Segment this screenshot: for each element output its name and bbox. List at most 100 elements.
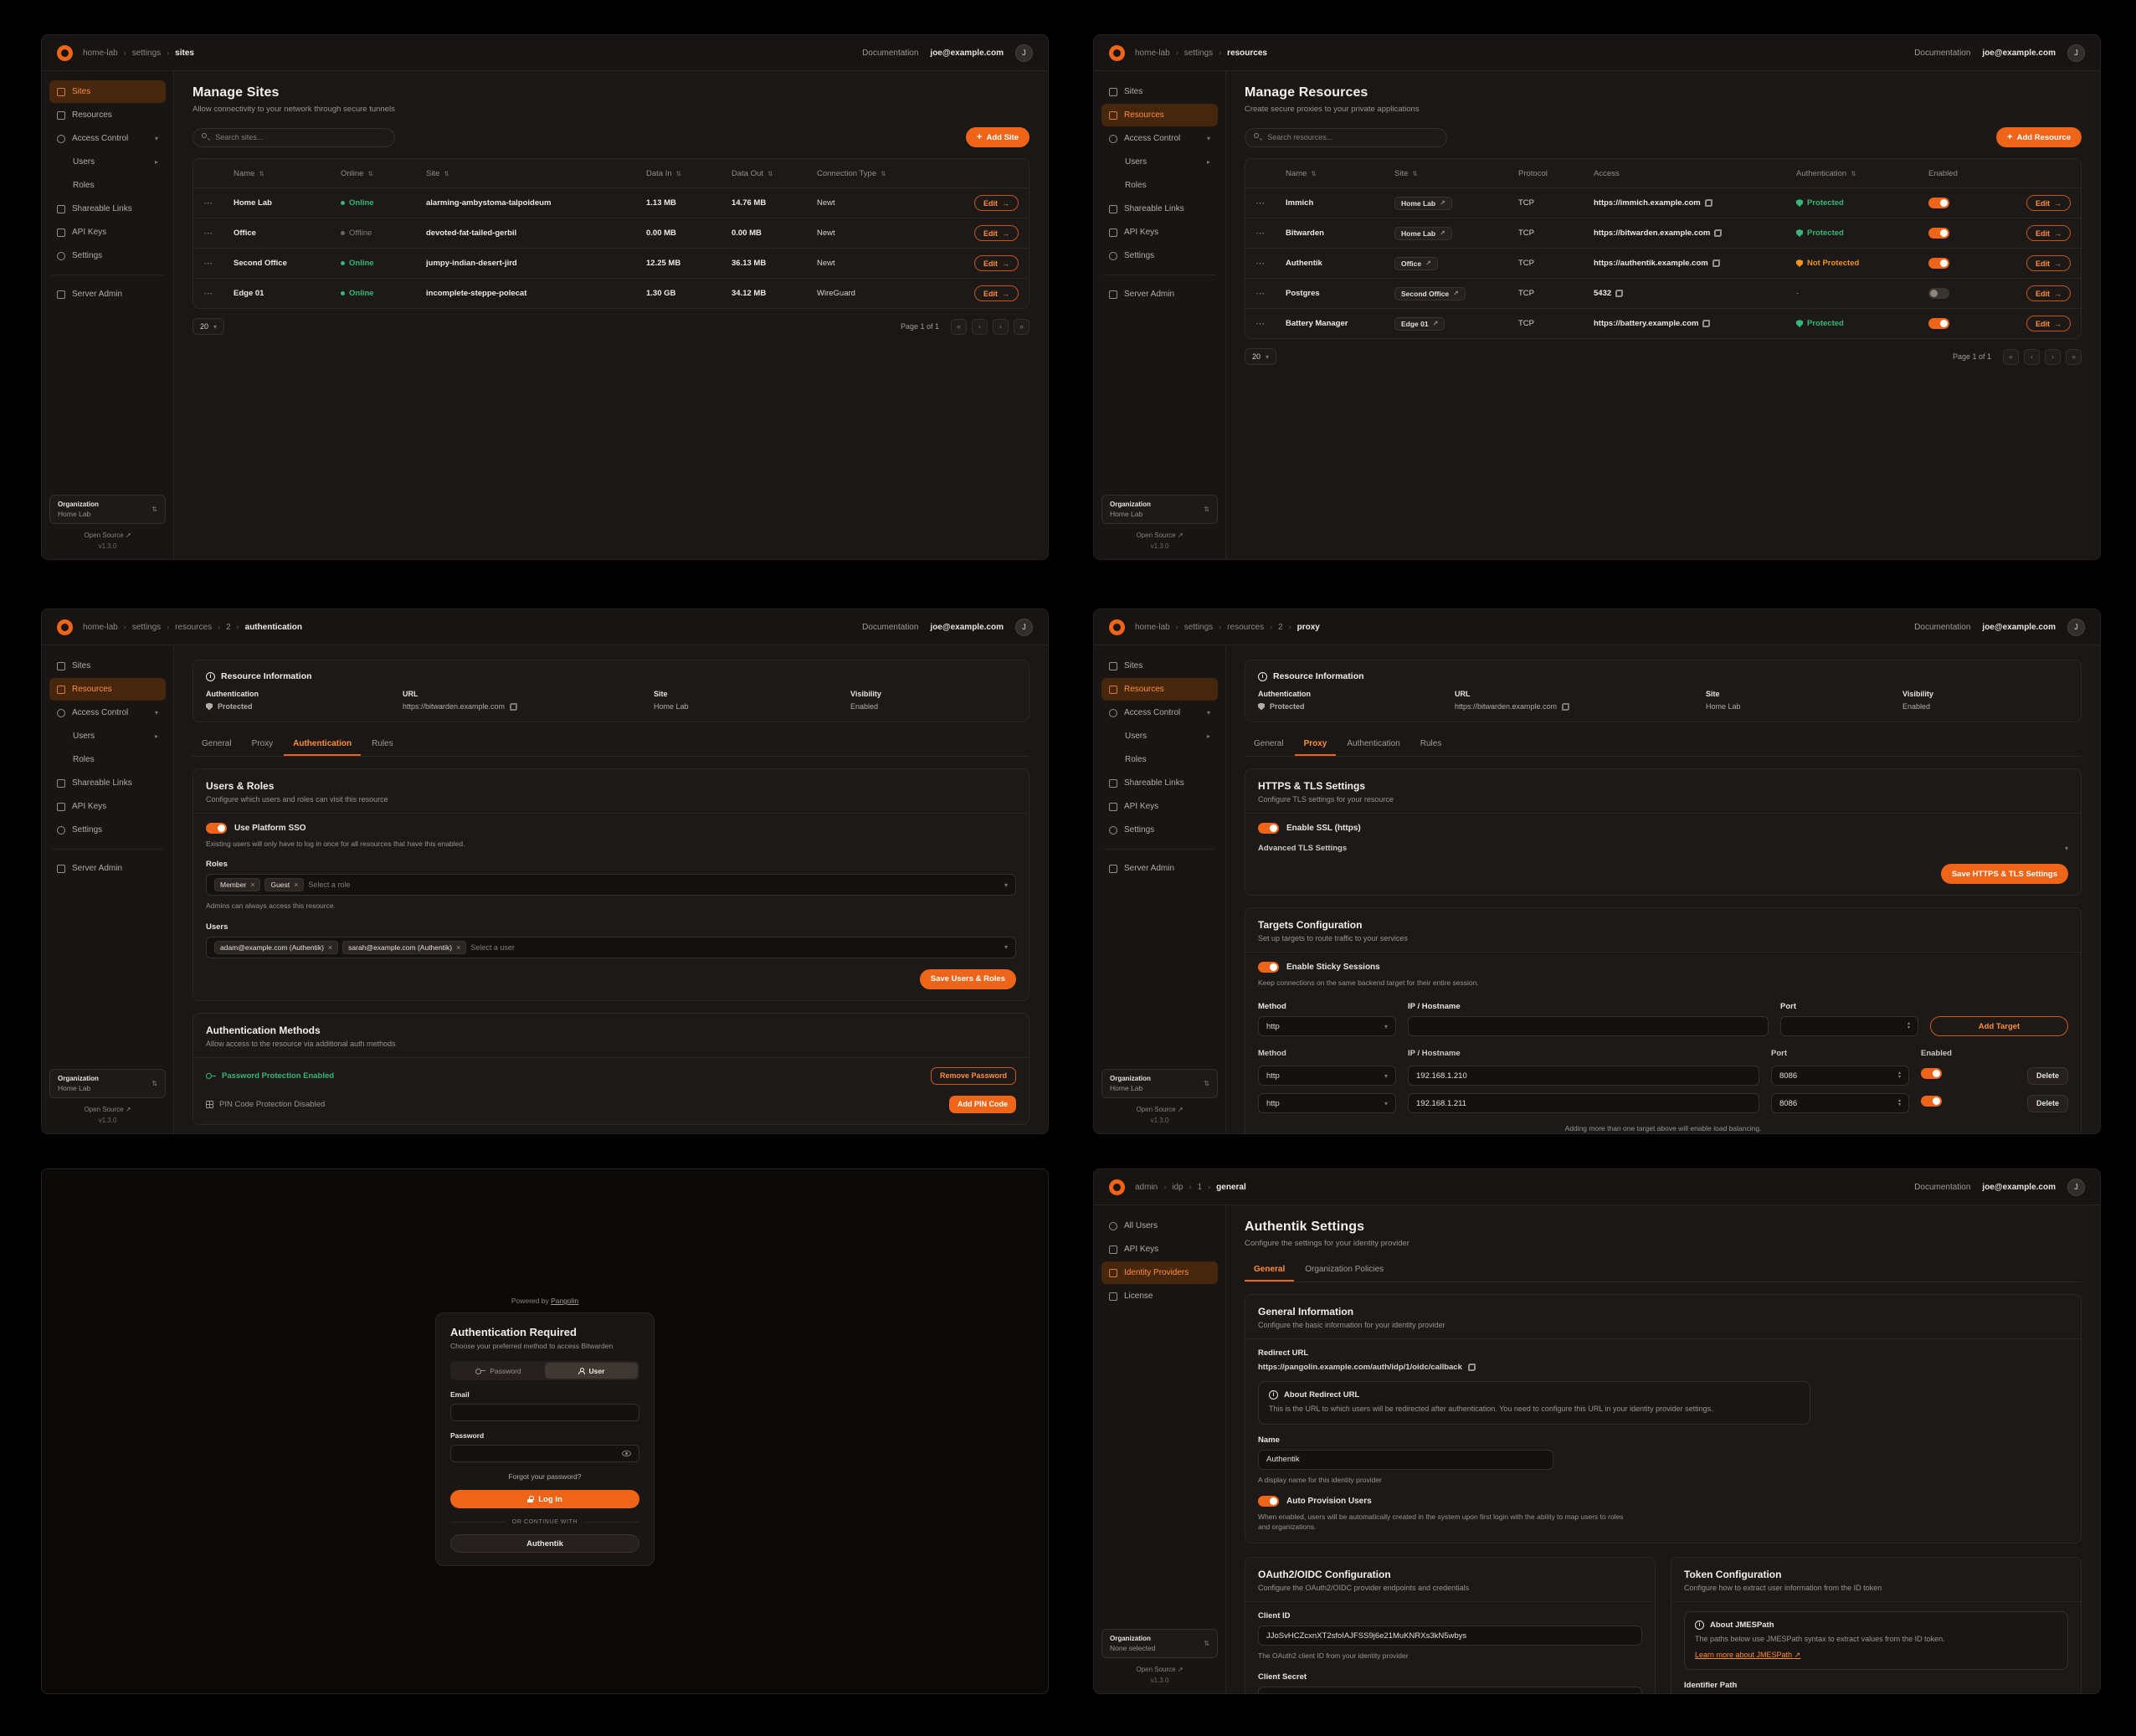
search-input[interactable]	[1267, 133, 1438, 141]
remove-icon[interactable]	[328, 943, 332, 952]
target-enabled-toggle[interactable]	[1921, 1068, 1942, 1080]
avatar[interactable]: J	[1015, 44, 1033, 62]
email-field[interactable]	[459, 1408, 631, 1417]
tab-proxy[interactable]: Proxy	[1294, 733, 1337, 756]
sidebar-item-server-admin[interactable]: Server Admin	[1101, 857, 1218, 880]
tab-authentication[interactable]: Authentication	[284, 733, 362, 756]
tab-authentication[interactable]: Authentication	[1347, 739, 1400, 748]
delete-target-button[interactable]: Delete	[2026, 1066, 2068, 1085]
copy-icon[interactable]	[1714, 229, 1723, 237]
sidebar-item-server-admin[interactable]: Server Admin	[49, 283, 166, 306]
remove-password-button[interactable]: Remove Password	[930, 1066, 1016, 1085]
documentation-link[interactable]: Documentation	[1914, 1182, 1971, 1192]
ip-hostname-input[interactable]	[1416, 1098, 1751, 1108]
search-box[interactable]	[193, 127, 395, 147]
org-selector[interactable]: Organization Home Lab	[1101, 495, 1218, 524]
column-header-name[interactable]: Name	[234, 169, 332, 178]
sidebar-item-roles[interactable]: Roles	[1125, 181, 1147, 190]
tab-password[interactable]: Password	[452, 1363, 545, 1379]
copy-icon[interactable]	[1615, 290, 1624, 297]
org-selector[interactable]: Organization None selected	[1101, 1629, 1218, 1658]
sidebar-item-sites[interactable]: Sites	[49, 80, 166, 103]
avatar[interactable]: J	[2067, 618, 2085, 636]
port-input[interactable]	[1779, 1071, 1893, 1081]
breadcrumb-item[interactable]: home-lab	[1135, 48, 1170, 58]
next-page-button[interactable]	[2045, 348, 2061, 365]
sidebar-item-server-admin[interactable]: Server Admin	[1101, 283, 1218, 306]
enabled-toggle[interactable]	[1928, 228, 1949, 239]
sidebar-item-settings[interactable]: Settings	[49, 819, 166, 841]
row-menu-button[interactable]	[203, 228, 225, 239]
avatar[interactable]: J	[2067, 44, 2085, 62]
org-selector[interactable]: Organization Home Lab	[1101, 1069, 1218, 1098]
tab-general[interactable]: General	[1254, 739, 1284, 748]
sidebar-item-resources[interactable]: Resources	[49, 678, 166, 701]
advanced-tls-expander[interactable]: Advanced TLS Settings	[1258, 844, 2068, 853]
sidebar-item-sites[interactable]: Sites	[49, 655, 166, 677]
breadcrumb-item[interactable]: settings	[131, 48, 162, 58]
tab-general[interactable]: General	[1245, 1259, 1295, 1281]
sidebar-item-settings[interactable]: Settings	[1101, 819, 1218, 841]
sidebar-item-shareable-links[interactable]: Shareable Links	[1101, 772, 1218, 794]
enabled-toggle[interactable]	[1928, 288, 1949, 299]
column-header-authentication[interactable]: Authentication	[1796, 169, 1920, 178]
sidebar-item-api-keys[interactable]: API Keys	[1101, 795, 1218, 818]
sidebar-item-settings[interactable]: Settings	[49, 244, 166, 267]
breadcrumb-item[interactable]: resources	[1227, 622, 1265, 632]
sidebar-item-sites[interactable]: Sites	[1101, 655, 1218, 677]
sidebar-item-shareable-links[interactable]: Shareable Links	[1101, 198, 1218, 220]
breadcrumb-item[interactable]: resources	[175, 622, 213, 632]
password-field[interactable]	[459, 1449, 617, 1458]
users-select[interactable]: adam@example.com (Authentik) sarah@examp…	[206, 936, 1016, 958]
remove-icon[interactable]	[294, 881, 298, 889]
port-input[interactable]	[1779, 1098, 1893, 1108]
method-select[interactable]: http	[1258, 1016, 1396, 1037]
enabled-toggle[interactable]	[1928, 198, 1949, 208]
copy-icon[interactable]	[510, 702, 518, 711]
sidebar-item-api-keys[interactable]: API Keys	[49, 221, 166, 244]
rows-per-page-select[interactable]: 20	[193, 318, 225, 335]
sidebar-item-api-keys[interactable]: API Keys	[49, 795, 166, 818]
sidebar-item-users[interactable]: Users	[49, 725, 166, 747]
column-header-connection-type[interactable]: Connection Type	[817, 169, 938, 178]
sidebar-item-server-admin[interactable]: Server Admin	[49, 857, 166, 880]
breadcrumb-item[interactable]: 2	[226, 622, 231, 632]
sidebar-item-sites[interactable]: Sites	[1101, 80, 1218, 103]
add-resource-button[interactable]: Add Resource	[1996, 127, 2082, 147]
edit-button[interactable]: Edit	[2026, 195, 2071, 211]
pangolin-link[interactable]: Pangolin	[551, 1297, 579, 1305]
first-page-button[interactable]	[2003, 348, 2019, 365]
breadcrumb-item[interactable]: settings	[1184, 48, 1214, 58]
sidebar-item-all-users[interactable]: All Users	[1101, 1215, 1218, 1237]
site-link[interactable]: Office	[1394, 256, 1438, 270]
edit-button[interactable]: Edit	[2026, 316, 2071, 331]
copy-icon[interactable]	[1562, 702, 1570, 711]
rows-per-page-select[interactable]: 20	[1245, 348, 1277, 365]
delete-target-button[interactable]: Delete	[2026, 1094, 2068, 1112]
sidebar-item-resources[interactable]: Resources	[1101, 678, 1218, 701]
jmespath-link[interactable]: Learn more about JMESPath	[1695, 1650, 2057, 1662]
sidebar-item-roles[interactable]: Roles	[73, 181, 95, 190]
sidebar-item-access-control[interactable]: Access Control	[1101, 127, 1218, 150]
column-header-site[interactable]: Site	[1394, 169, 1510, 178]
tab-general[interactable]: General	[202, 739, 232, 748]
sticky-sessions-toggle[interactable]	[1258, 962, 1279, 973]
row-menu-button[interactable]	[203, 198, 225, 208]
breadcrumb-item[interactable]: idp	[1172, 1182, 1184, 1192]
tab-rules[interactable]: Rules	[1420, 739, 1442, 748]
save-users-roles-button[interactable]: Save Users & Roles	[919, 968, 1016, 989]
copy-icon[interactable]	[1712, 259, 1720, 267]
open-source-link[interactable]: Open Source	[49, 1106, 166, 1113]
remove-icon[interactable]	[250, 881, 254, 889]
search-box[interactable]	[1245, 127, 1447, 147]
method-select[interactable]: http	[1258, 1093, 1396, 1114]
forgot-password-link[interactable]: Forgot your password?	[508, 1472, 582, 1481]
breadcrumb-item[interactable]: settings	[1184, 622, 1214, 632]
tab-proxy[interactable]: Proxy	[251, 739, 274, 748]
platform-sso-toggle[interactable]	[206, 823, 227, 834]
avatar[interactable]: J	[2067, 1178, 2085, 1196]
row-menu-button[interactable]	[1255, 318, 1277, 329]
site-link[interactable]: Home Lab	[1394, 196, 1452, 210]
authentik-sso-button[interactable]: Authentik	[450, 1534, 639, 1553]
sidebar-item-shareable-links[interactable]: Shareable Links	[49, 198, 166, 220]
